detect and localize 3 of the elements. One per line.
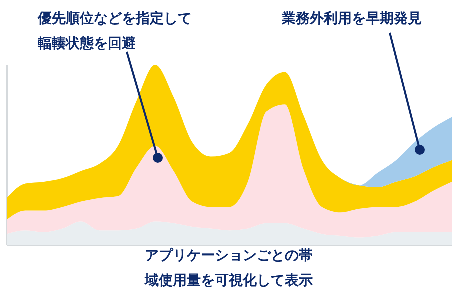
text: 優先順位などを指定して輻輳状態を回避 <box>38 10 193 54</box>
x-axis-title: アプリケーションごとの帯域使用量を可視化して表示 <box>144 247 314 291</box>
text: 業務外利用を早期発見 <box>282 10 423 29</box>
